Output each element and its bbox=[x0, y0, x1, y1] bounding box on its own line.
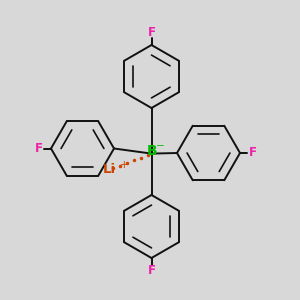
Text: F: F bbox=[34, 142, 42, 155]
Text: F: F bbox=[249, 146, 256, 160]
Text: −: − bbox=[155, 141, 164, 151]
Text: +: + bbox=[120, 160, 128, 170]
Text: F: F bbox=[148, 26, 155, 39]
Text: B: B bbox=[147, 144, 158, 158]
Text: F: F bbox=[148, 264, 155, 277]
Text: Li: Li bbox=[103, 163, 116, 176]
